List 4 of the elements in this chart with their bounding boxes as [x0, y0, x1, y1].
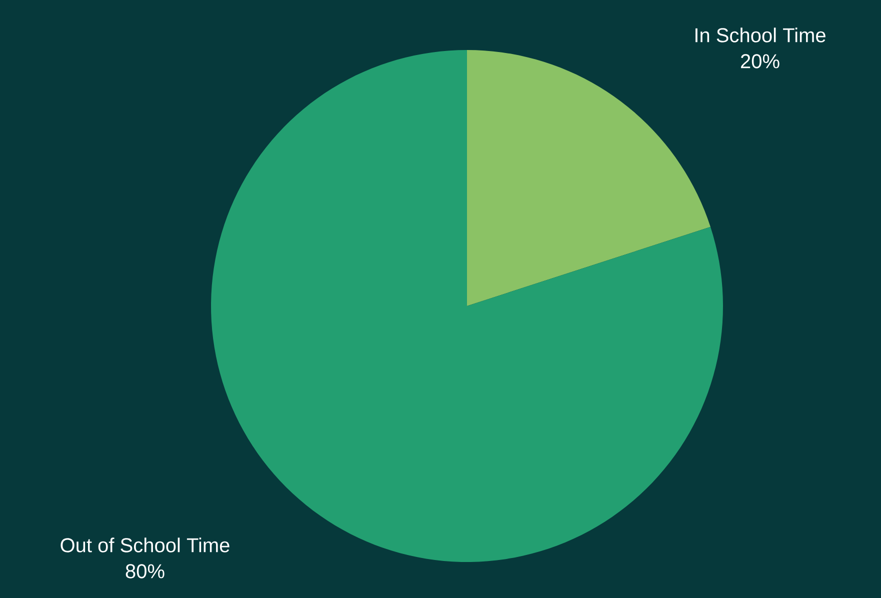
slice-label: Out of School Time: [60, 538, 230, 552]
data-label: 80%: [126, 564, 164, 578]
data-label: 20%: [740, 54, 780, 68]
slice-label: In School Time: [696, 28, 826, 42]
